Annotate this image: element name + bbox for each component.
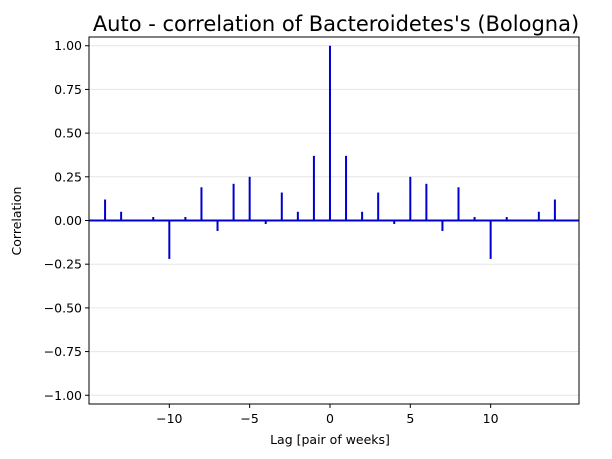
x-axis-ticks: −10 −5 0 5 10 <box>156 404 499 426</box>
y-tick-label: 0.25 <box>54 169 82 184</box>
y-axis-ticks: −1.00 −0.75 −0.50 −0.25 0.00 0.25 0.50 0.75 1.00 <box>44 38 89 403</box>
x-tick-label: 10 <box>483 411 499 426</box>
y-tick-label: 1.00 <box>54 38 82 53</box>
y-tick-label: −1.00 <box>44 388 82 403</box>
x-axis-label: Lag [pair of weeks] <box>270 432 390 447</box>
y-tick-label: −0.50 <box>44 300 82 315</box>
x-tick-label: −5 <box>240 411 258 426</box>
chart-title: Auto - correlation of Bacteroidetes's (B… <box>93 12 579 36</box>
y-axis-label: Correlation <box>9 187 24 256</box>
y-tick-label: 0.75 <box>54 82 82 97</box>
plot-frame <box>88 36 580 405</box>
y-tick-label: 0.00 <box>54 213 82 228</box>
stems <box>104 45 556 259</box>
y-tick-label: −0.25 <box>44 257 82 272</box>
x-tick-label: 5 <box>406 411 414 426</box>
x-tick-label: 0 <box>326 411 334 426</box>
x-tick-label: −10 <box>156 411 182 426</box>
y-tick-label: 0.50 <box>54 126 82 141</box>
y-tick-label: −0.75 <box>44 344 82 359</box>
